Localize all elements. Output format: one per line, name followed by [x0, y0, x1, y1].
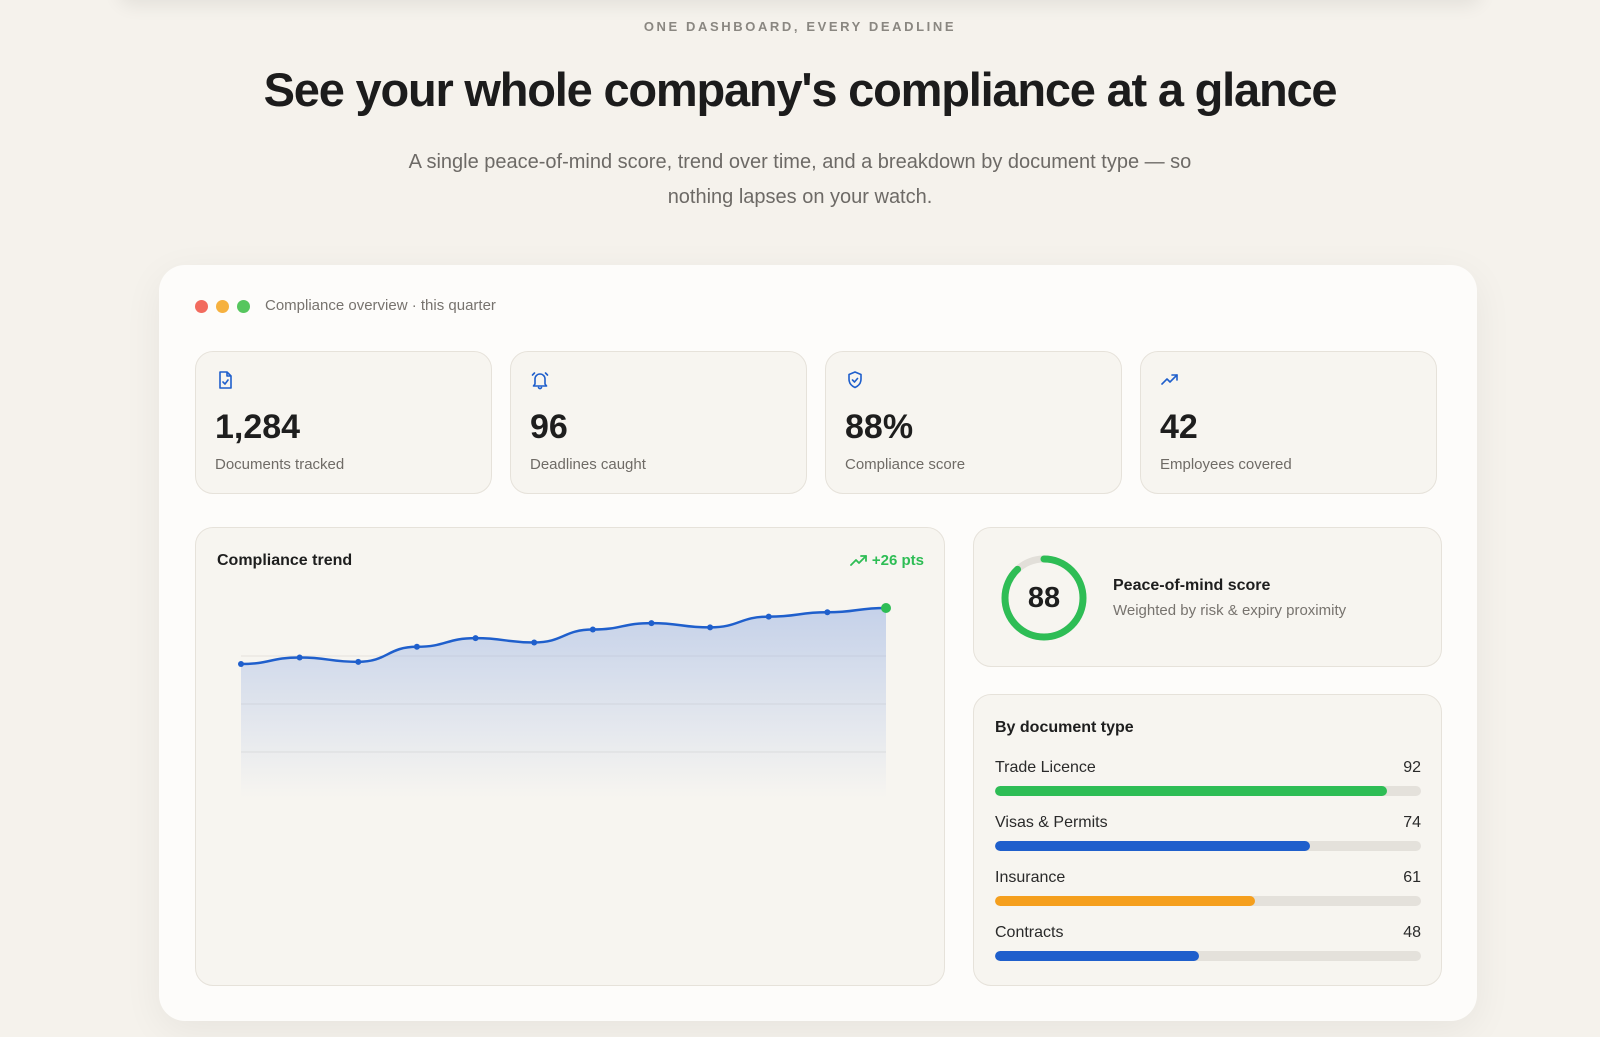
- trend-point: [238, 661, 244, 667]
- trending-up-icon: [849, 554, 867, 566]
- trend-point: [355, 658, 362, 665]
- document-type-score: 48: [1403, 924, 1421, 941]
- trend-chart: [238, 603, 891, 798]
- dashboard-window: Compliance overview · this quarter 1,284…: [159, 265, 1477, 1021]
- trend-delta: +26 pts: [849, 552, 924, 569]
- trend-point: [648, 620, 655, 627]
- score-gauge: [1001, 555, 1087, 641]
- score-title: Peace-of-mind score: [1113, 577, 1271, 594]
- document-type-score: 74: [1403, 814, 1421, 831]
- document-type-name: Trade Licence: [995, 759, 1096, 776]
- window-controls: [195, 300, 250, 313]
- score-gauge-arc: [1001, 555, 1087, 641]
- trend-point: [881, 603, 891, 613]
- trend-point: [296, 654, 303, 661]
- progress-fill: [995, 896, 1255, 906]
- score-subtitle: Weighted by risk & expiry proximity: [1113, 602, 1347, 619]
- trend-point: [472, 635, 479, 642]
- stat-label: Compliance score: [845, 456, 966, 473]
- trend-point: [824, 609, 831, 616]
- window-dot-green: [237, 300, 250, 313]
- compliance-trend-card: Compliance trend +26 pts: [195, 527, 945, 986]
- stat-card-documents: 1,284 Documents tracked: [195, 351, 492, 494]
- window-title: Compliance overview · this quarter: [265, 297, 496, 314]
- document-type-name: Visas & Permits: [995, 814, 1108, 831]
- stat-value: 1,284: [215, 408, 301, 446]
- stat-card-deadlines: 96 Deadlines caught: [510, 351, 807, 494]
- stat-value: 42: [1160, 408, 1198, 446]
- progress-track: [995, 786, 1421, 796]
- document-type-score: 61: [1403, 869, 1421, 886]
- window-dot-red: [195, 300, 208, 313]
- trend-point: [413, 643, 420, 650]
- trend-point: [531, 639, 538, 646]
- trend-point: [765, 613, 772, 620]
- progress-track: [995, 896, 1421, 906]
- section-headline: See your whole company's compliance at a…: [263, 63, 1338, 116]
- stat-label: Documents tracked: [215, 456, 345, 473]
- section-eyebrow: ONE DASHBOARD, EVERY DEADLINE: [643, 19, 957, 34]
- document-check-icon: [219, 371, 232, 389]
- document-type-name: Insurance: [995, 869, 1066, 886]
- trend-title: Compliance trend: [217, 552, 353, 569]
- window-dot-yellow: [216, 300, 229, 313]
- score-value: 88: [1027, 581, 1061, 614]
- trend-point: [589, 626, 596, 633]
- stat-label: Deadlines caught: [530, 456, 646, 473]
- section-subhead: A single peace-of-mind score, trend over…: [408, 151, 1192, 208]
- stat-card-employees: 42 Employees covered: [1140, 351, 1437, 494]
- progress-track: [995, 951, 1421, 961]
- progress-fill: [995, 841, 1311, 851]
- stat-value: 88%: [845, 408, 914, 446]
- trend-delta-label: +26 pts: [871, 552, 924, 569]
- bell-icon: [531, 372, 549, 390]
- stat-card-compliance: 88% Compliance score: [825, 351, 1122, 494]
- progress-fill: [995, 951, 1200, 961]
- document-type-card: By document type Trade Licence 92 Visas …: [973, 694, 1442, 986]
- stat-value: 96: [530, 408, 568, 446]
- trend-point: [707, 624, 714, 631]
- progress-track: [995, 841, 1421, 851]
- trending-up-icon: [1161, 374, 1178, 385]
- shield-check-icon: [848, 371, 862, 389]
- stat-label: Employees covered: [1160, 456, 1292, 473]
- progress-fill: [995, 786, 1387, 796]
- document-type-name: Contracts: [995, 924, 1064, 941]
- document-type-score: 92: [1403, 759, 1421, 776]
- trend-area: [241, 608, 886, 798]
- document-type-title: By document type: [995, 719, 1134, 736]
- peace-of-mind-card: 88 Peace-of-mind score Weighted by risk …: [973, 527, 1442, 667]
